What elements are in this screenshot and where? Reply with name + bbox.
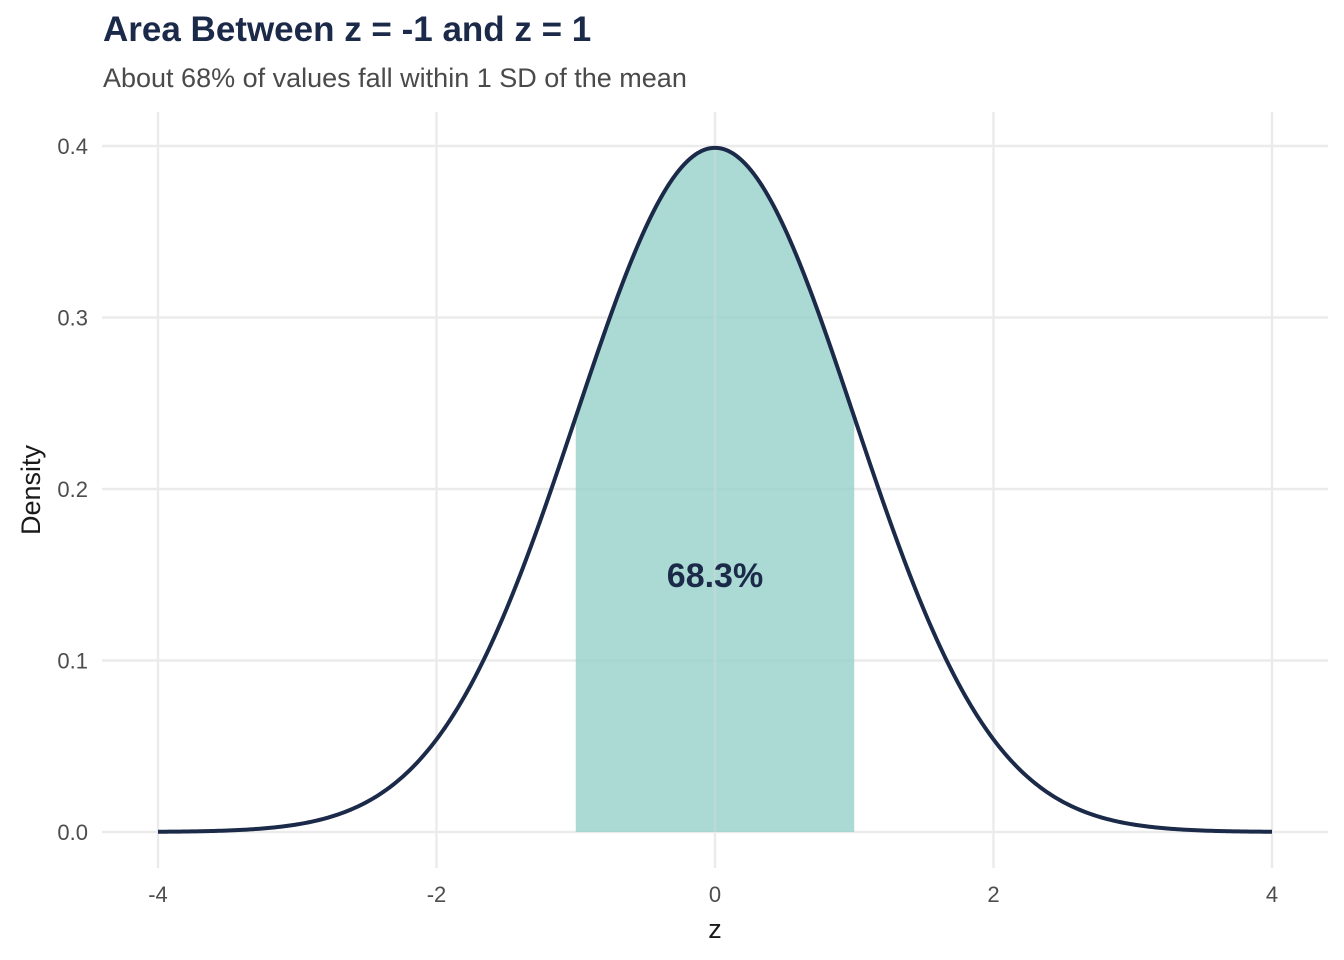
- x-tick-label: -2: [427, 882, 447, 907]
- chart-title: Area Between z = -1 and z = 1: [103, 10, 592, 49]
- y-tick-label: 0.4: [57, 134, 88, 159]
- x-axis-ticks: -4 -2 0 2 4: [148, 882, 1278, 907]
- density-curve: [157, 145, 1273, 834]
- chart-subtitle: About 68% of values fall within 1 SD of …: [103, 63, 687, 93]
- x-tick-label: 4: [1266, 882, 1278, 907]
- x-tick-label: -4: [148, 882, 168, 907]
- y-axis-title: Density: [16, 444, 46, 535]
- x-tick-label: 0: [709, 882, 721, 907]
- y-tick-label: 0.3: [57, 306, 88, 331]
- x-tick-label: 2: [987, 882, 999, 907]
- area-percentage-label: 68.3%: [667, 557, 763, 595]
- y-tick-label: 0.2: [57, 477, 88, 502]
- x-axis-title: z: [708, 914, 722, 944]
- y-tick-label: 0.0: [57, 820, 88, 845]
- y-tick-label: 0.1: [57, 649, 88, 674]
- y-axis-ticks: 0.0 0.1 0.2 0.3 0.4: [57, 134, 88, 845]
